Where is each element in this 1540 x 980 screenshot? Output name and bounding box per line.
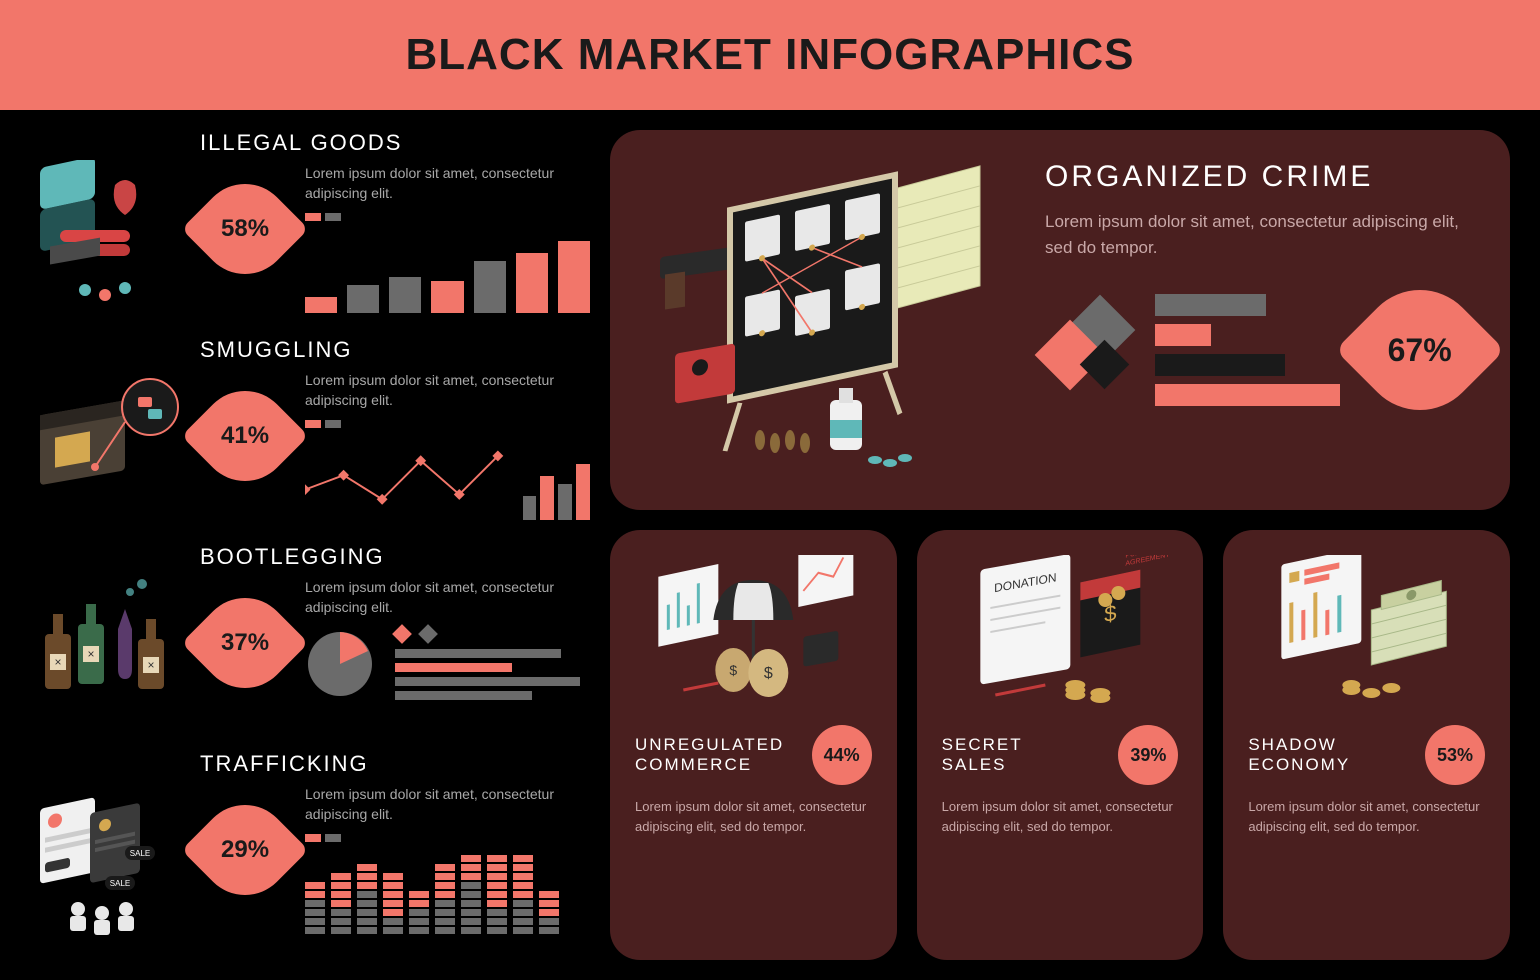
svg-text:×: × [54,655,61,669]
sub-desc: Lorem ipsum dolor sit amet, consectetur … [1248,797,1485,836]
stat-desc: Lorem ipsum dolor sit amet, consectetur … [305,785,590,824]
percent-circle: 53% [1425,725,1485,785]
svg-text:$: $ [764,665,773,682]
pie-chart [305,629,375,699]
stat-desc: Lorem ipsum dolor sit amet, consectetur … [305,371,590,410]
percent-circle: 44% [812,725,872,785]
stat-desc: Lorem ipsum dolor sit amet, consectetur … [305,164,590,203]
svg-text:×: × [147,658,154,672]
line-chart [305,440,590,520]
svg-text:SALE: SALE [130,849,150,858]
stat-title: TRAFFICKING [200,751,590,777]
percent-circle: 39% [1118,725,1178,785]
organized-crime-panel: ORGANIZED CRIME Lorem ipsum dolor sit am… [610,130,1510,510]
sub-desc: Lorem ipsum dolor sit amet, consectetur … [635,797,872,836]
organized-crime-icon [640,160,1020,480]
percent-badge: 58% [181,165,308,292]
shadow-economy-icon [1248,555,1485,710]
stat-title: ILLEGAL GOODS [200,130,590,156]
smuggling-icon [30,367,185,522]
stat-title: BOOTLEGGING [200,544,590,570]
header-banner: BLACK MARKET INFOGRAPHICS [0,0,1540,110]
stat-bootlegging: × × × [30,544,590,739]
trafficking-icon: SALE SALE [30,781,185,936]
legend [305,213,590,221]
svg-text:SALE: SALE [110,879,130,888]
bar-chart [305,233,590,313]
content-area: ILLEGAL GOODS 58% Lorem ipsum dolor sit … [0,110,1540,980]
secret-sales-icon: DONATION $ PURCHASE AGREEMENT [942,555,1179,710]
percent-badge: 37% [181,579,308,706]
page-title: BLACK MARKET INFOGRAPHICS [406,30,1135,80]
sub-title: SHADOWECONOMY [1248,735,1350,776]
sub-desc: Lorem ipsum dolor sit amet, consectetur … [942,797,1179,836]
stat-smuggling: SMUGGLING 41% Lorem ipsum dolor sit amet… [30,337,590,532]
percent-badge: 41% [181,372,308,499]
sub-title: UNREGULATEDCOMMERCE [635,735,784,776]
stat-illegal-goods: ILLEGAL GOODS 58% Lorem ipsum dolor sit … [30,130,590,325]
left-column: ILLEGAL GOODS 58% Lorem ipsum dolor sit … [30,130,590,960]
legend [305,420,590,428]
paired-bar-chart [305,854,590,934]
illegal-goods-icon [30,160,185,315]
stat-title: SMUGGLING [200,337,590,363]
legend [305,834,590,842]
sub-panel-row: $ $ UNREGULATEDCOMMERCE 44% [610,530,1510,960]
pie-combo-chart [305,627,590,700]
panel-desc: Lorem ipsum dolor sit amet, consectetur … [1045,209,1480,260]
right-column: ORGANIZED CRIME Lorem ipsum dolor sit am… [610,130,1510,960]
svg-text:$: $ [729,662,737,678]
unregulated-commerce-icon: $ $ [635,555,872,710]
bootlegging-icon: × × × [30,574,185,729]
sub-title: SECRETSALES [942,735,1023,776]
stat-trafficking: SALE SALE TRAFFICKING 29% Lorem ipsum do… [30,751,590,946]
percent-badge-large: 67% [1335,265,1505,435]
panel-title: ORGANIZED CRIME [1045,160,1480,194]
percent-badge: 29% [181,786,308,913]
hbar-chart [1155,294,1340,406]
secret-sales-panel: DONATION $ PURCHASE AGREEMENT [917,530,1204,960]
unregulated-commerce-panel: $ $ UNREGULATEDCOMMERCE 44% [610,530,897,960]
stat-desc: Lorem ipsum dolor sit amet, consectetur … [305,578,590,617]
shadow-economy-panel: SHADOWECONOMY 53% Lorem ipsum dolor sit … [1223,530,1510,960]
diamond-legend [1045,305,1135,395]
svg-text:×: × [87,647,94,661]
